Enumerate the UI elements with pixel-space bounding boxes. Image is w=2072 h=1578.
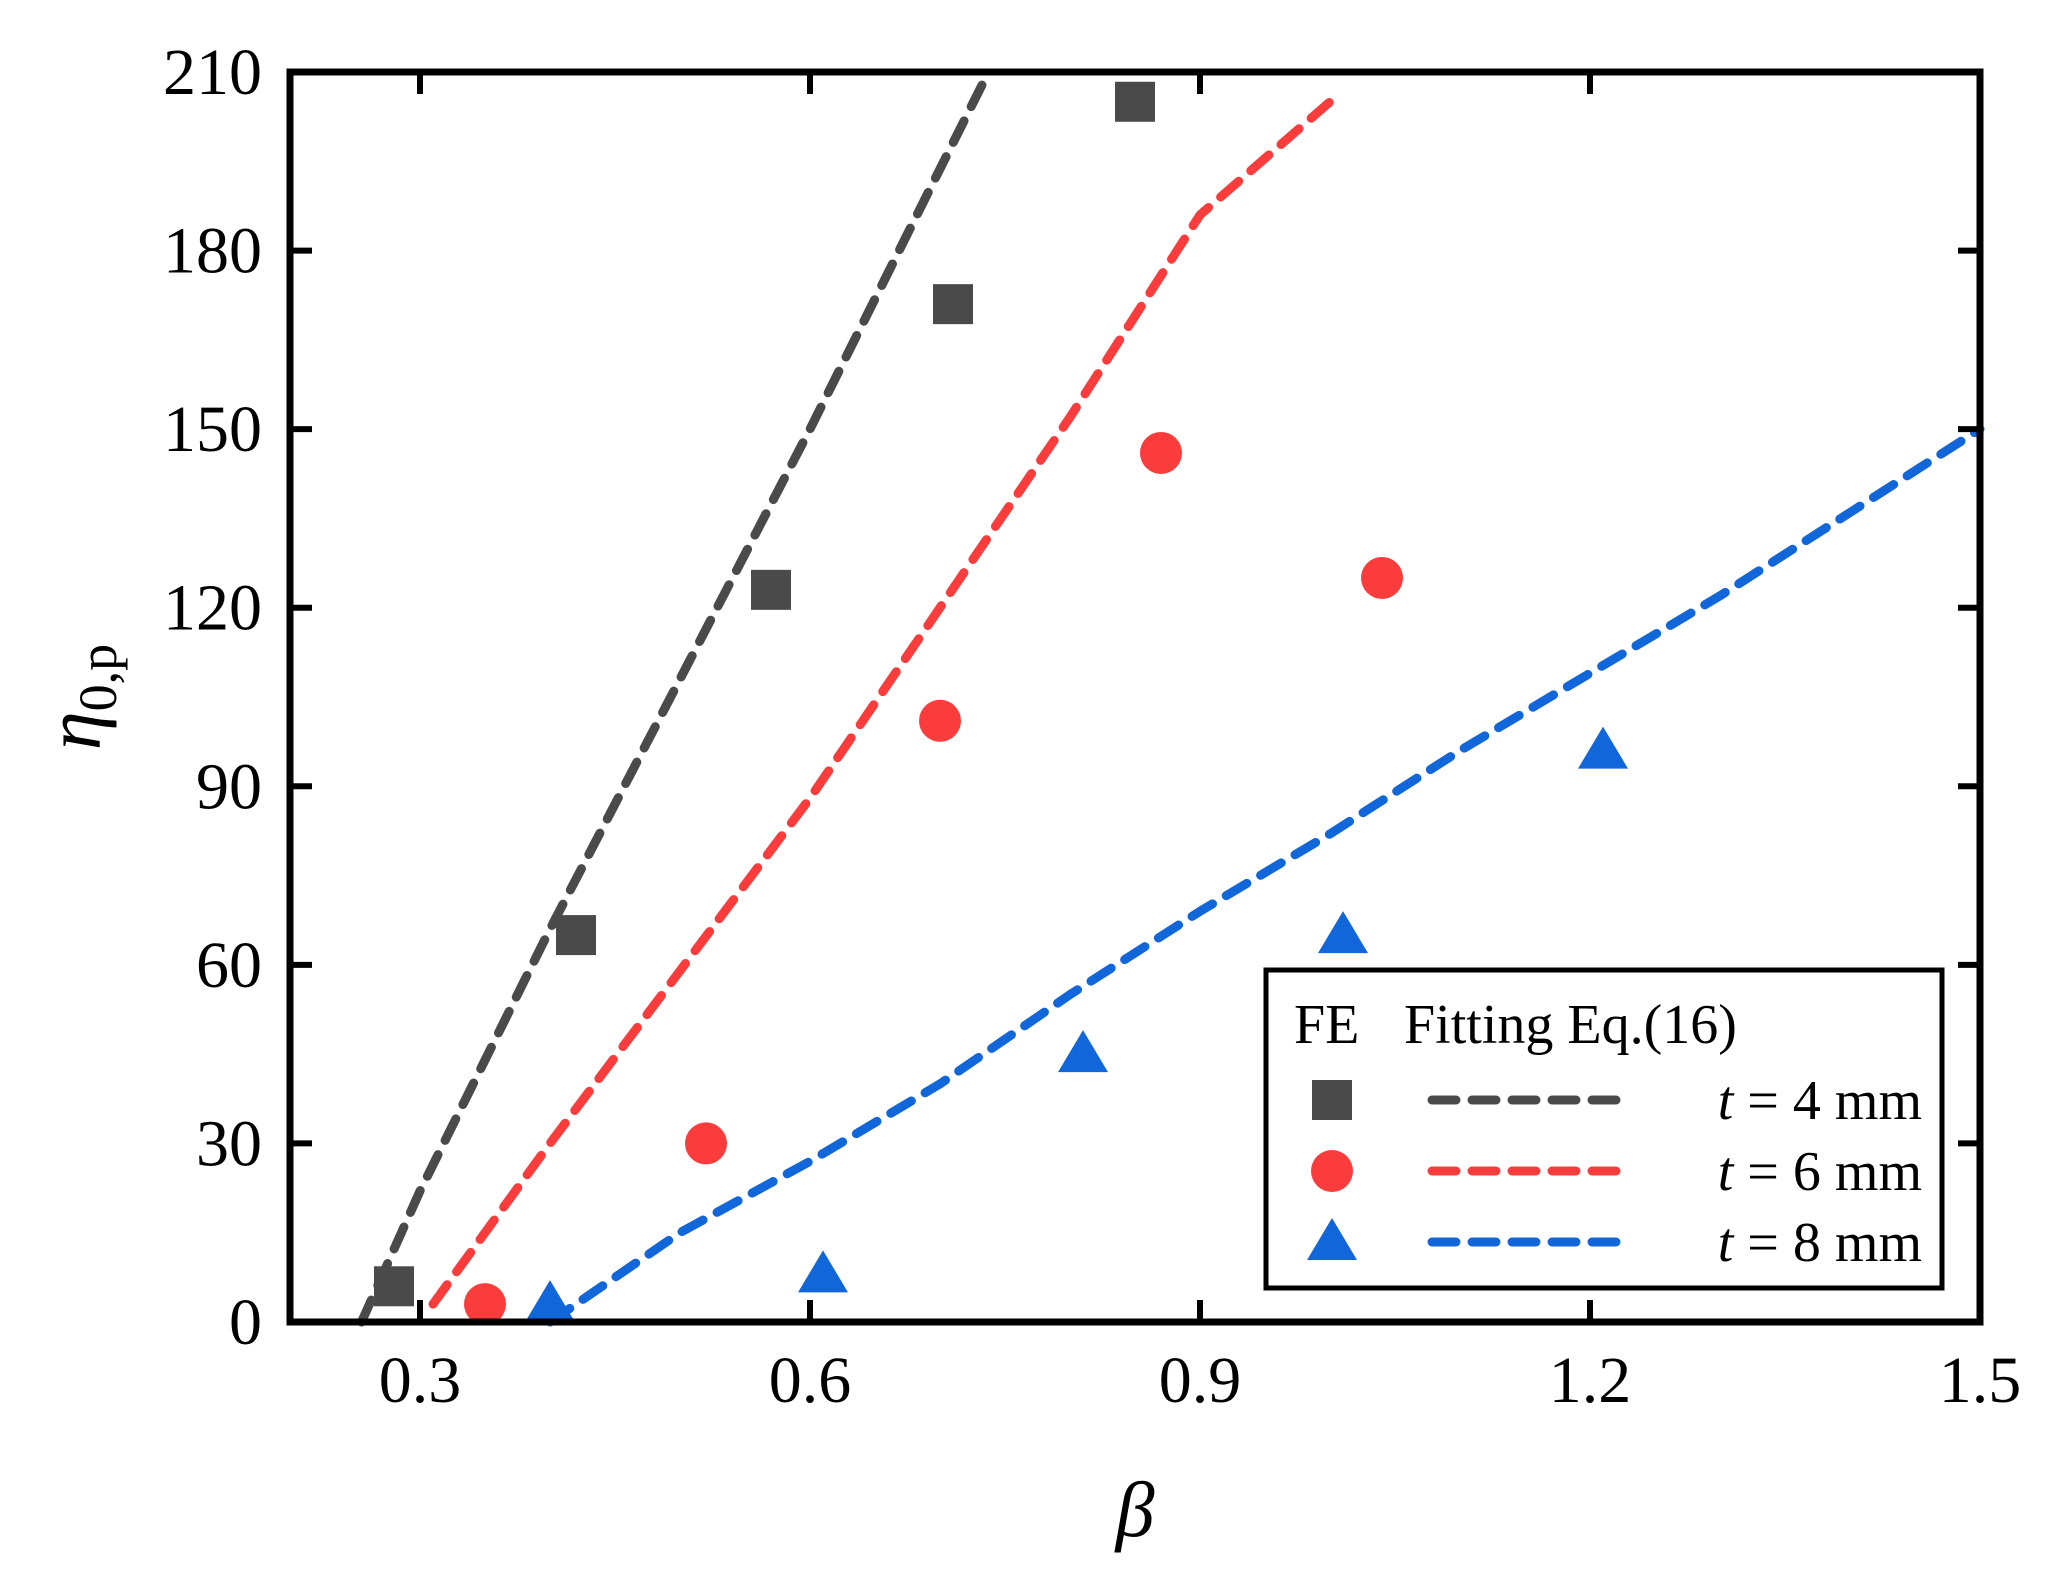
plot-frame (286, 68, 1984, 1326)
fit-line-series-2 (428, 97, 1335, 1309)
legend-label-2: t = 6 mm (1718, 1141, 1922, 1203)
x-tick-label: 1.2 (1549, 1344, 1632, 1417)
legend-box (1263, 967, 1945, 1291)
data-point-series-1 (933, 284, 973, 325)
y-tick-label: 150 (163, 393, 262, 466)
data-point-series-2 (685, 1122, 727, 1165)
data-point-series-3 (798, 1250, 848, 1293)
data-point-series-2 (919, 699, 961, 742)
data-point-series-1 (1115, 81, 1155, 122)
legend-marker-1 (1312, 1080, 1352, 1120)
legend-label-value: = 6 mm (1733, 1141, 1922, 1203)
x-tick-label: 0.3 (379, 1344, 462, 1417)
data-point-series-1 (556, 915, 596, 956)
x-axis-title: β (1114, 1466, 1155, 1553)
legend-label-value: = 8 mm (1733, 1212, 1922, 1274)
data-point-series-3 (1058, 1030, 1108, 1073)
y-tick-label: 90 (196, 750, 262, 823)
legend-label-var: t (1718, 1141, 1735, 1203)
fit-line-series-3 (545, 424, 1985, 1327)
data-point-series-2 (464, 1283, 506, 1326)
x-tick-label: 0.6 (769, 1344, 852, 1417)
legend-label-var: t (1718, 1070, 1735, 1132)
y-tick-label: 120 (163, 572, 262, 645)
data-point-series-3 (525, 1280, 575, 1323)
tick-labels: 0.3 0.6 0.9 1.2 1.5 0 30 60 90 120 150 180 210 (163, 36, 2021, 1417)
data-point-series-1 (374, 1266, 414, 1307)
legend-header-fe: FE (1294, 994, 1359, 1056)
y-tick-label: 60 (196, 929, 262, 1002)
y-tick-label: 180 (163, 215, 262, 288)
y-tick-label: 0 (229, 1286, 262, 1359)
data-point-series-2 (1361, 556, 1403, 599)
fit-lines (357, 73, 1985, 1327)
data-points (374, 81, 1628, 1326)
fit-line-series-1 (357, 73, 990, 1327)
legend-marker-2 (1311, 1150, 1353, 1192)
x-tick-label: 0.9 (1159, 1344, 1242, 1417)
x-tick-label: 1.5 (1939, 1344, 2022, 1417)
data-point-series-2 (1140, 431, 1182, 474)
legend-label-var: t (1718, 1212, 1735, 1274)
legend-rows: t = 4 mmt = 6 mmt = 8 mm (1307, 1070, 1922, 1274)
legend-label-value: = 4 mm (1733, 1070, 1922, 1132)
data-point-series-3 (1578, 726, 1628, 769)
legend: FE Fitting Eq.(16) t = 4 mmt = 6 mmt = 8… (1263, 967, 1945, 1291)
data-point-series-1 (751, 569, 791, 610)
y-axis-subscript: 0,p (68, 644, 128, 712)
data-point-series-3 (1318, 911, 1368, 954)
legend-header-fitting: Fitting Eq.(16) (1404, 994, 1737, 1056)
legend-marker-3 (1307, 1218, 1357, 1260)
y-tick-label: 210 (163, 36, 262, 109)
legend-label-3: t = 8 mm (1718, 1212, 1922, 1274)
y-axis-title: η0,p (30, 644, 128, 750)
legend-label-1: t = 4 mm (1718, 1070, 1922, 1132)
y-tick-label: 30 (196, 1107, 262, 1180)
y-axis-symbol: η (30, 711, 117, 750)
